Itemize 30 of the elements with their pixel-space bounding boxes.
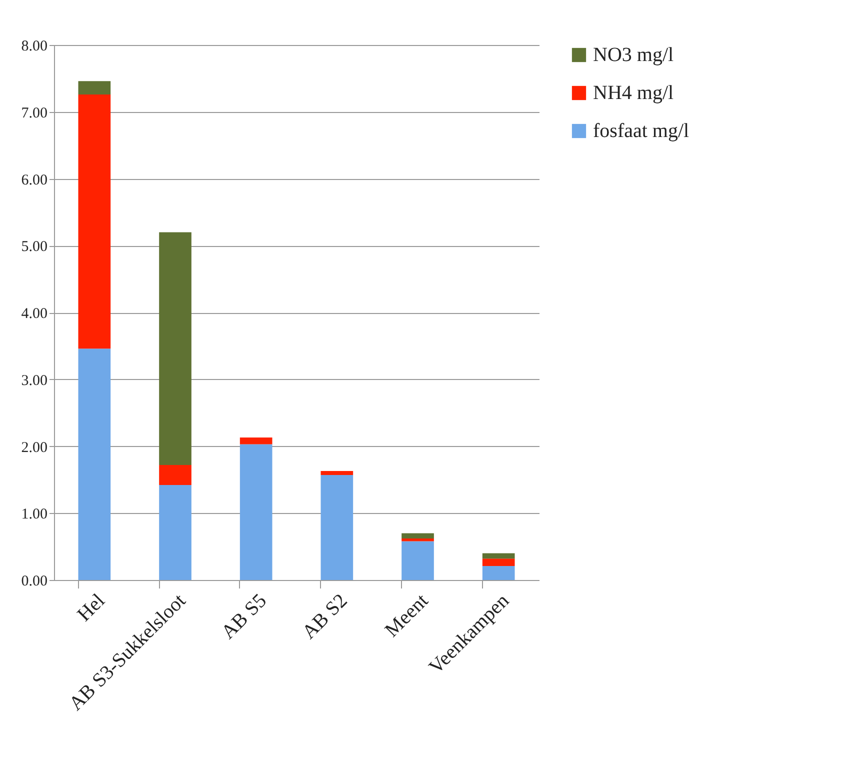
- bar: [78, 94, 111, 349]
- legend-label: fosfaat mg/l: [593, 120, 690, 142]
- bar: [78, 81, 111, 94]
- y-tick-label: 1.00: [21, 506, 48, 523]
- y-tick-label: 5.00: [21, 239, 48, 256]
- bar: [159, 232, 192, 465]
- legend-label: NH4 mg/l: [593, 82, 674, 104]
- y-tick-label: 4.00: [21, 306, 48, 322]
- bar: [78, 348, 111, 580]
- y-tick-label: 3.00: [21, 372, 48, 389]
- x-tick-label: AB S5: [217, 590, 271, 644]
- bar: [320, 475, 354, 580]
- bar: [402, 538, 434, 542]
- y-tick-label: 8.00: [21, 38, 48, 54]
- y-tick-label: 0.00: [21, 574, 48, 590]
- y-tick-label: 6.00: [21, 172, 48, 188]
- y-tick-label: 2.00: [21, 440, 48, 456]
- bar: [482, 566, 515, 580]
- bar: [402, 541, 434, 580]
- bar: [320, 470, 354, 476]
- legend-label: NO3 mg/l: [593, 44, 674, 66]
- y-tick-label: 7.00: [21, 105, 48, 122]
- bar: [159, 464, 192, 486]
- bar: [402, 533, 434, 539]
- bar: [240, 444, 272, 580]
- x-tick-label: AB S2: [298, 590, 352, 644]
- bar: [482, 553, 515, 559]
- bar: [240, 438, 272, 444]
- bar: [482, 558, 515, 566]
- bar: [159, 485, 192, 580]
